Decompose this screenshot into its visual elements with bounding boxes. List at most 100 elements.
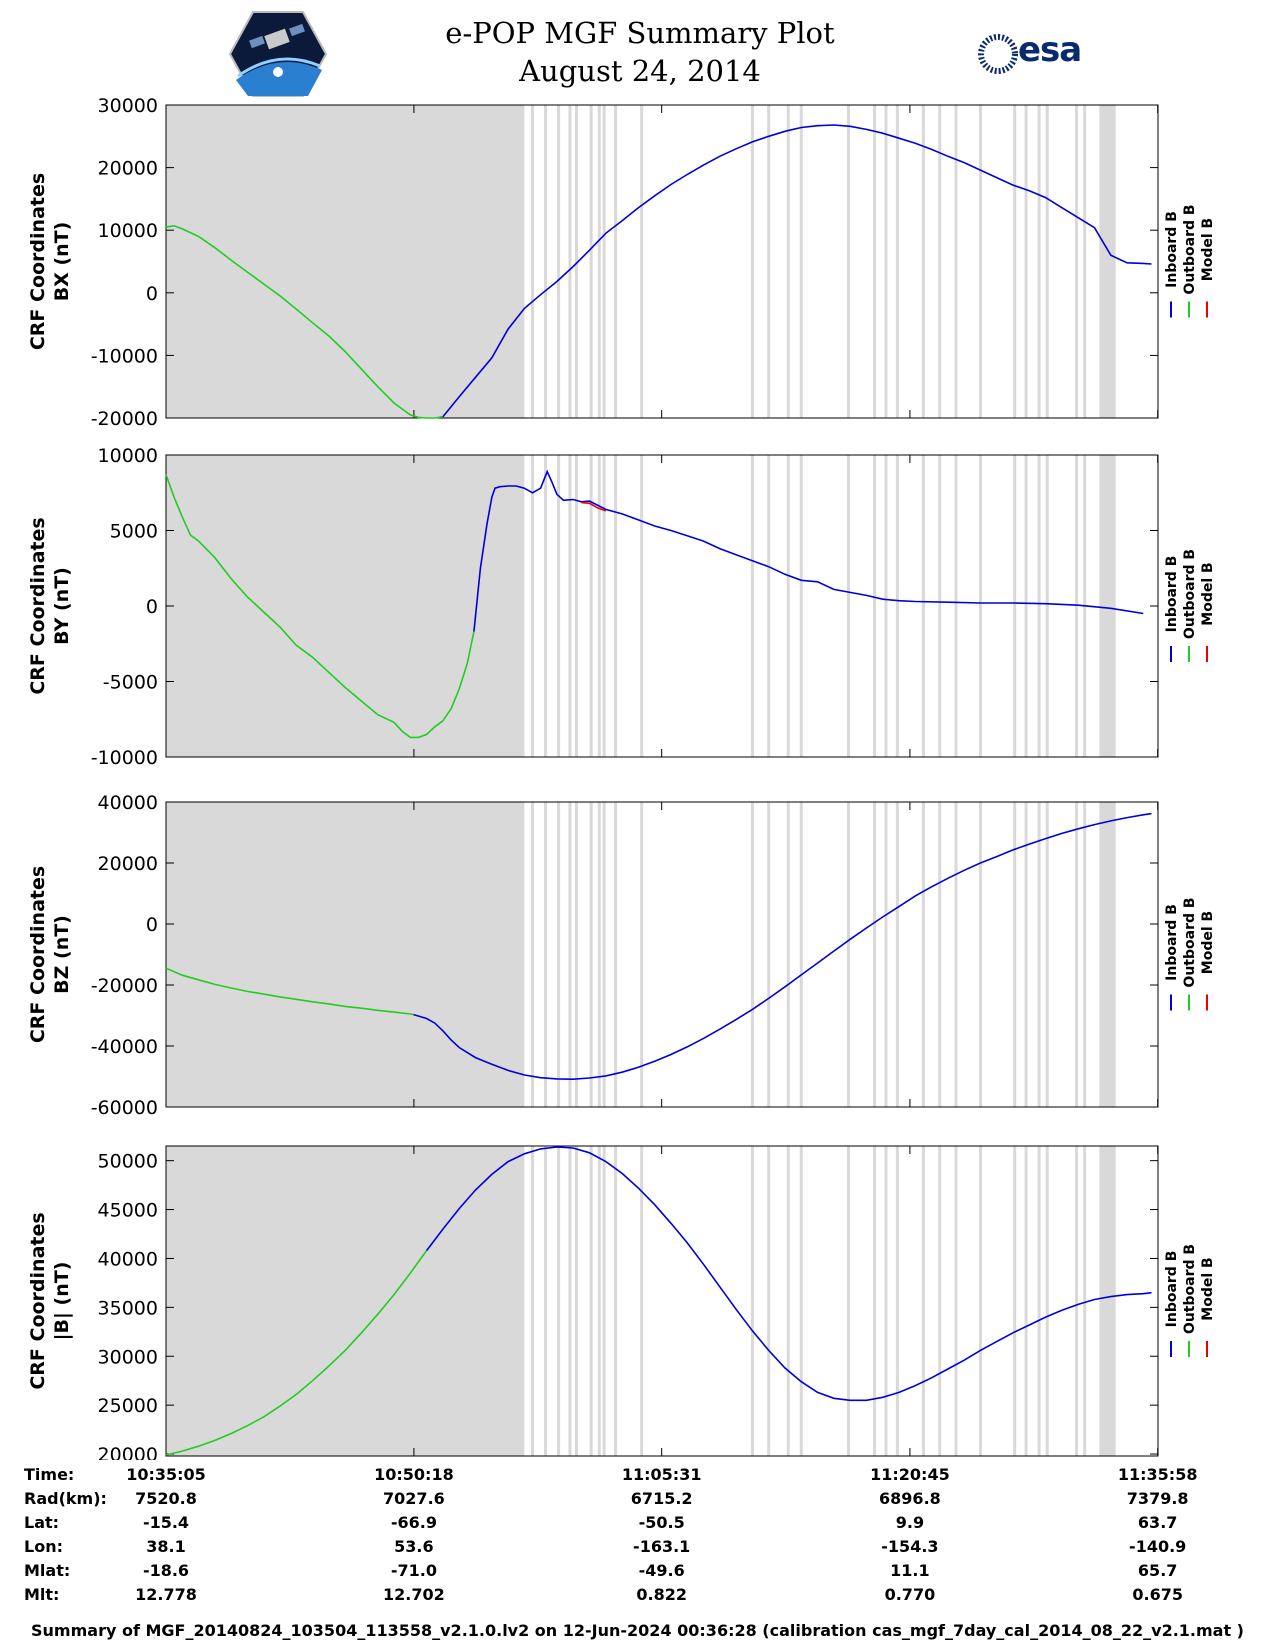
gap-stripe [1083, 105, 1087, 418]
gap-stripe [597, 455, 601, 757]
y-tick-label: 10000 [98, 220, 158, 242]
gap-stripe [531, 455, 535, 757]
gap-stripe [597, 802, 601, 1107]
info-cell: 11.1 [890, 1561, 930, 1580]
info-row-label: Time: [24, 1465, 75, 1484]
gap-stripe [921, 802, 925, 1107]
gap-stripe [767, 1146, 771, 1456]
gap-stripe [1037, 1146, 1041, 1456]
legend-label: Model B [1200, 911, 1216, 974]
gap-stripe [884, 1146, 888, 1456]
gap-stripe [895, 105, 899, 418]
legend-label: Inboard B [1164, 1251, 1180, 1328]
y-tick-label: 5000 [110, 521, 158, 543]
gap-stripe [1045, 802, 1049, 1107]
y-tick-label: 40000 [98, 1248, 158, 1270]
info-row-label: Rad(km): [24, 1489, 107, 1508]
title-line-1: e-POP MGF Summary Plot [445, 16, 835, 50]
gap-stripe [799, 455, 803, 757]
gap-stripe [750, 802, 754, 1107]
gap-stripe [544, 802, 548, 1107]
gap-stripe [614, 802, 618, 1107]
gap-stripe [873, 802, 877, 1107]
gap-stripe [1045, 1146, 1049, 1456]
gap-stripe [938, 455, 942, 757]
gap-stripe [1013, 455, 1017, 757]
gap-stripe [847, 802, 851, 1107]
gap-stripe [1075, 802, 1079, 1107]
y-tick-label: -5000 [103, 672, 158, 694]
gap-stripe [640, 1146, 644, 1456]
legend-label: Model B [1200, 218, 1216, 281]
y-tick-label: 10000 [98, 445, 158, 467]
gap-stripe [1037, 105, 1041, 418]
info-cell: -163.1 [633, 1537, 691, 1556]
gap-stripe [895, 1146, 899, 1456]
gap-stripe [614, 455, 618, 757]
gap-stripe [873, 105, 877, 418]
info-cell: 7520.8 [135, 1489, 197, 1508]
info-cell: 0.822 [636, 1585, 687, 1604]
gap-stripe [1024, 802, 1028, 1107]
gap-stripe [602, 1146, 606, 1456]
gap-stripe [568, 455, 572, 757]
gap-stripe [873, 1146, 877, 1456]
gap-stripe [1024, 455, 1028, 757]
info-row: Rad(km): 7520.8 7027.6 6715.2 6896.8 7379.8 [0, 1489, 1275, 1513]
y-tick-label: -10000 [91, 747, 158, 769]
y-axis-label-line-1: CRF Coordinates [27, 517, 49, 694]
info-row: Mlat: -18.6 -71.0 -49.6 11.1 65.7 [0, 1561, 1275, 1585]
info-row: Lon: 38.1 53.6 -163.1 -154.3 -140.9 [0, 1537, 1275, 1561]
gap-stripe [938, 802, 942, 1107]
info-cell: 6715.2 [630, 1489, 693, 1508]
gap-stripe [895, 455, 899, 757]
gap-stripe [938, 1146, 942, 1456]
gap-stripe [1083, 1146, 1087, 1456]
plot-area: -20000 -10000 0 10000 20000 30000 CRF Coordina… [27, 95, 1216, 1460]
gap-stripe [921, 105, 925, 418]
gap-stripe [954, 1146, 958, 1456]
y-tick-label: -40000 [91, 1036, 158, 1058]
esa-logo-text: esa [1018, 30, 1082, 70]
series-line-inboard-b [473, 469, 1144, 632]
y-tick-label: 20000 [98, 853, 158, 875]
info-cell: -18.6 [142, 1561, 190, 1580]
series-line-inboard-b [413, 812, 1152, 1081]
y-tick-label: 50000 [98, 1151, 158, 1173]
gap-stripe [589, 1146, 593, 1456]
gap-stripe [614, 105, 618, 418]
y-axis-label: CRF Coordinates BZ (nT) [27, 866, 73, 1043]
y-tick-label: 25000 [98, 1395, 158, 1417]
gap-stripe [978, 455, 982, 757]
info-cell: -66.9 [390, 1513, 437, 1532]
info-cell: 63.7 [1137, 1513, 1178, 1532]
gap-stripe [574, 802, 578, 1107]
info-row-label: Mlat: [24, 1561, 71, 1580]
gap-stripe [568, 802, 572, 1107]
y-tick-label: -20000 [91, 408, 158, 430]
gap-stripe [767, 105, 771, 418]
gap-stripe [978, 1146, 982, 1456]
gap-stripe [1013, 802, 1017, 1107]
y-axis-label-line-2: BZ (nT) [51, 915, 73, 994]
legend-label: Inboard B [1164, 904, 1180, 981]
info-row-label: Lat: [24, 1513, 60, 1532]
y-tick-label: 30000 [98, 95, 158, 117]
gap-stripe [544, 455, 548, 757]
gap-stripe [1013, 1146, 1017, 1456]
y-tick-label: 20000 [98, 158, 158, 180]
legend-label: Outboard B [1182, 549, 1198, 639]
gap-stripe [786, 105, 790, 418]
shaded-region [166, 105, 525, 418]
legend-label: Outboard B [1182, 204, 1198, 294]
gap-stripe [1075, 105, 1079, 418]
info-cell: 10:50:18 [374, 1465, 454, 1484]
y-axis-label: CRF Coordinates |B| (nT) [27, 1212, 73, 1389]
y-tick-label: 30000 [98, 1346, 158, 1368]
info-cell: -71.0 [390, 1561, 437, 1580]
gap-stripe [574, 105, 578, 418]
cassiope-mission-icon [228, 11, 328, 97]
gap-stripe [544, 1146, 548, 1456]
info-cell: -154.3 [881, 1537, 939, 1556]
gap-stripe [847, 1146, 851, 1456]
